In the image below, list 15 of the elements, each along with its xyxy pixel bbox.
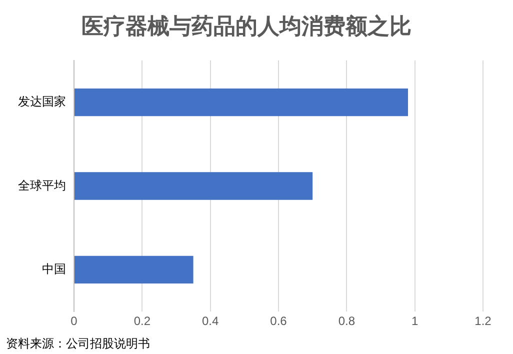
chart-title: 医疗器械与药品的人均消费额之比 [82,13,412,38]
y-tick-label: 发达国家 [18,94,66,109]
x-tick-label: 1 [411,314,418,328]
y-tick-label: 中国 [42,262,66,276]
bar [74,88,408,116]
x-tick-label: 0 [70,314,78,328]
x-tick-label: 1.2 [474,314,492,328]
bar [74,172,313,200]
x-tick-label: 0.8 [338,314,356,328]
x-tick-label: 0.6 [270,314,288,328]
x-tick-label: 0.4 [202,314,219,328]
y-tick-label: 全球平均 [18,178,66,192]
x-tick-label: 0.2 [134,314,151,328]
bar [74,256,194,284]
text: 资料来源：公司招股说明书 [6,336,150,350]
